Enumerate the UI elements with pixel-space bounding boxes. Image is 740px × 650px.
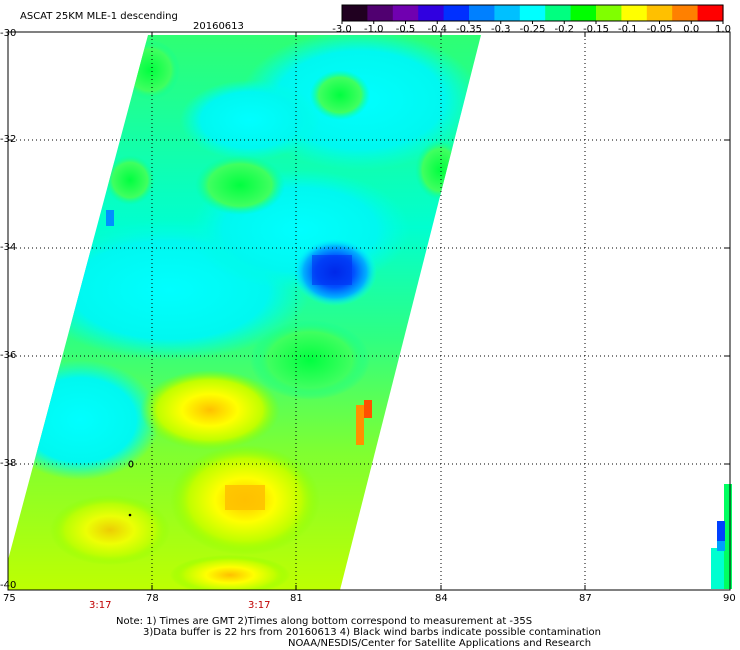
colorbar-tick-label: -0.5 bbox=[395, 24, 416, 35]
product-date: 20160613 bbox=[193, 21, 244, 32]
axis-ticks bbox=[8, 32, 730, 590]
colorbar-tick-label: -0.15 bbox=[583, 24, 609, 35]
lat-label: -30 bbox=[0, 28, 17, 39]
colorbar-tick-label: -0.4 bbox=[427, 24, 447, 35]
footer-note-line2: 3)Data buffer is 22 hrs from 20160613 4)… bbox=[143, 627, 601, 638]
lon-label: 90 bbox=[723, 593, 736, 604]
lat-label: -34 bbox=[0, 242, 17, 253]
product-title: ASCAT 25KM MLE-1 descending bbox=[20, 11, 178, 22]
scatterometer-swath bbox=[8, 35, 481, 590]
colorbar-segment bbox=[367, 5, 394, 21]
secondary-swath bbox=[711, 484, 732, 589]
time-label: 3:17 bbox=[248, 600, 271, 611]
colorbar-tick-label: -0.1 bbox=[617, 24, 638, 35]
lon-label: 84 bbox=[435, 593, 448, 604]
lon-label: 87 bbox=[579, 593, 592, 604]
colorbar-tick-label: 1.0 bbox=[715, 24, 731, 35]
colorbar-segment bbox=[672, 5, 699, 21]
colorbar-segment bbox=[392, 5, 419, 21]
colorbar-segment bbox=[646, 5, 673, 21]
colorbar-segment bbox=[469, 5, 495, 21]
time-label: 3:17 bbox=[89, 600, 112, 611]
colorbar-segment bbox=[545, 5, 572, 21]
colorbar-segment bbox=[697, 5, 724, 21]
colorbar-segment bbox=[519, 5, 546, 21]
colorbar-tick-label: -0.2 bbox=[554, 24, 574, 35]
colorbar-tick-label: -0.05 bbox=[646, 24, 673, 35]
colorbar-tick-label: -0.25 bbox=[519, 24, 546, 35]
colorbar-tick-label: -1.0 bbox=[363, 24, 384, 35]
colorbar-segment bbox=[621, 5, 648, 21]
colorbar-segment bbox=[418, 5, 445, 21]
colorbar bbox=[341, 4, 724, 24]
plot-frame bbox=[7, 31, 731, 591]
lat-label: -40 bbox=[0, 580, 17, 591]
lon-label: 75 bbox=[3, 593, 16, 604]
footer-note-line1: Note: 1) Times are GMT 2)Times along bot… bbox=[116, 616, 533, 627]
lon-label: 78 bbox=[146, 593, 159, 604]
colorbar-segment bbox=[570, 5, 597, 21]
colorbar-tick-label: 0.0 bbox=[683, 24, 700, 35]
footer-credit: NOAA/NESDIS/Center for Satellite Applica… bbox=[288, 638, 592, 649]
colorbar-segment bbox=[443, 5, 470, 21]
lat-label: -36 bbox=[0, 350, 17, 361]
contamination-marks bbox=[128, 460, 134, 517]
colorbar-segment bbox=[596, 5, 622, 21]
colorbar-tick-label: -0.3 bbox=[490, 24, 511, 35]
lon-label: 81 bbox=[290, 593, 303, 604]
colorbar-segment bbox=[342, 5, 368, 21]
colorbar-segment bbox=[494, 5, 521, 21]
colorbar-tick-label: -0.35 bbox=[456, 24, 482, 35]
lat-label: -32 bbox=[0, 134, 17, 145]
lat-label: -38 bbox=[0, 458, 17, 469]
colorbar-tick-label: -3.0 bbox=[332, 24, 352, 35]
lat-lon-grid bbox=[8, 35, 730, 590]
